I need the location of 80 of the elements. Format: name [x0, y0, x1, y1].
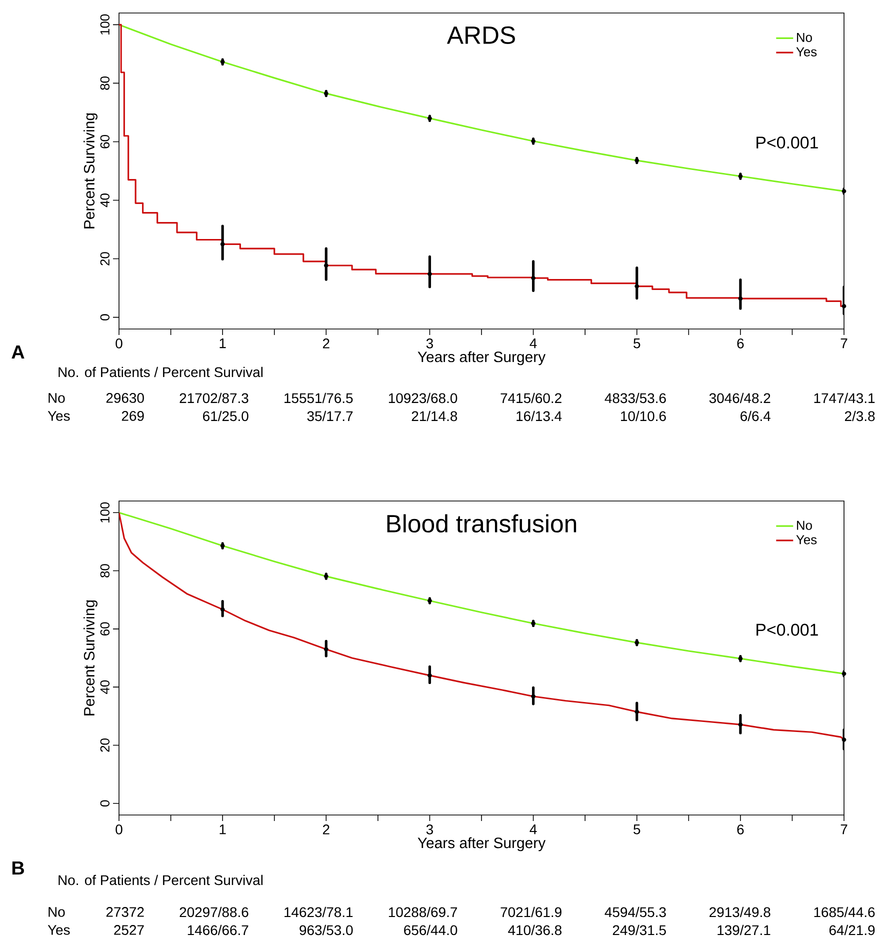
- x-tick-label: 6: [737, 824, 744, 834]
- text: 963/53.0: [300, 924, 353, 936]
- x-tick-label: 0: [116, 824, 122, 834]
- text: 4833/53.6: [604, 392, 666, 404]
- text: Yes: [48, 411, 70, 421]
- y-tick-label: 100: [100, 502, 110, 522]
- text: 21/14.8: [412, 410, 458, 422]
- y-tick-label: 60: [100, 135, 110, 148]
- chart-title: Blood transfusion: [387, 514, 576, 533]
- text: 7021/61.9: [500, 906, 562, 918]
- x-tick-label: 3: [426, 338, 433, 348]
- legend-label: No: [797, 32, 812, 42]
- text: 16/13.4: [516, 410, 562, 422]
- text: 139/27.1: [718, 924, 770, 936]
- text: 15551/76.5: [284, 392, 353, 404]
- annotation: P<0.001: [756, 624, 818, 636]
- text: 4594/55.3: [604, 906, 666, 918]
- x-tick-label: 7: [840, 824, 848, 834]
- y-axis-title: Percent Surviving: [84, 113, 98, 228]
- text: 656/44.0: [404, 924, 458, 936]
- y-tick-label: 0: [100, 314, 110, 320]
- legend-label: Yes: [796, 535, 817, 544]
- text: 410/36.8: [508, 924, 562, 936]
- x-axis-title: Years after Surgery: [418, 351, 546, 366]
- x-axis-title: Years after Surgery: [418, 837, 546, 852]
- text: A: [12, 345, 24, 359]
- text: 3046/48.2: [709, 392, 770, 404]
- y-tick-label: 40: [100, 194, 110, 208]
- annotation: P<0.001: [756, 136, 818, 149]
- text: 29630: [106, 393, 144, 403]
- x-tick-label: 0: [116, 338, 122, 348]
- text: No. of Patients / Percent Survival: [58, 366, 263, 378]
- y-tick-label: 40: [100, 680, 110, 694]
- text: 10/10.6: [621, 410, 666, 422]
- text: No: [48, 393, 65, 403]
- text: 2/3.8: [844, 410, 875, 422]
- text: 1747/43.1: [814, 392, 875, 404]
- text: 10288/69.7: [388, 906, 457, 918]
- x-tick-label: 1: [220, 824, 226, 834]
- y-tick-label: 0: [100, 800, 110, 806]
- x-tick-label: 2: [322, 338, 330, 348]
- text: 64/21.9: [829, 924, 875, 936]
- y-tick-label: 80: [100, 76, 110, 90]
- text: 6/6.4: [740, 410, 770, 422]
- text: 35/17.7: [307, 410, 353, 422]
- text: 61/25.0: [203, 410, 248, 422]
- y-tick-label: 100: [100, 14, 110, 35]
- text: 1685/44.6: [814, 906, 875, 918]
- text: 269: [122, 411, 144, 421]
- text: No. of Patients / Percent Survival: [58, 874, 263, 886]
- text: 27372: [106, 907, 144, 917]
- text: 10923/68.0: [388, 392, 458, 404]
- text: No: [48, 907, 65, 917]
- text: Yes: [48, 925, 70, 935]
- text: 14623/78.1: [284, 906, 353, 918]
- text: 20297/88.6: [180, 906, 248, 918]
- x-tick-label: 7: [840, 338, 848, 348]
- y-axis-title: Percent Surviving: [84, 600, 98, 716]
- y-tick-label: 60: [100, 622, 110, 636]
- legend-label: No: [797, 520, 812, 530]
- text: 249/31.5: [612, 924, 666, 936]
- text: 7415/60.2: [500, 392, 562, 404]
- text: 2913/49.8: [710, 906, 770, 918]
- chart-title: ARDS: [446, 26, 515, 44]
- x-tick-label: 5: [634, 824, 640, 834]
- x-tick-label: 1: [220, 338, 226, 348]
- x-tick-label: 5: [634, 338, 640, 348]
- x-tick-label: 6: [737, 338, 744, 348]
- text: B: [12, 861, 24, 875]
- x-tick-label: 4: [530, 824, 537, 834]
- x-tick-label: 4: [530, 338, 537, 348]
- y-tick-label: 20: [100, 252, 110, 266]
- y-tick-label: 80: [100, 564, 110, 578]
- text: 2527: [114, 925, 144, 935]
- x-tick-label: 3: [426, 824, 433, 834]
- text: 1466/66.7: [188, 924, 248, 936]
- legend-label: Yes: [796, 47, 817, 56]
- x-tick-label: 2: [322, 824, 330, 834]
- text: 21702/87.3: [180, 392, 248, 404]
- y-tick-label: 20: [100, 738, 110, 752]
